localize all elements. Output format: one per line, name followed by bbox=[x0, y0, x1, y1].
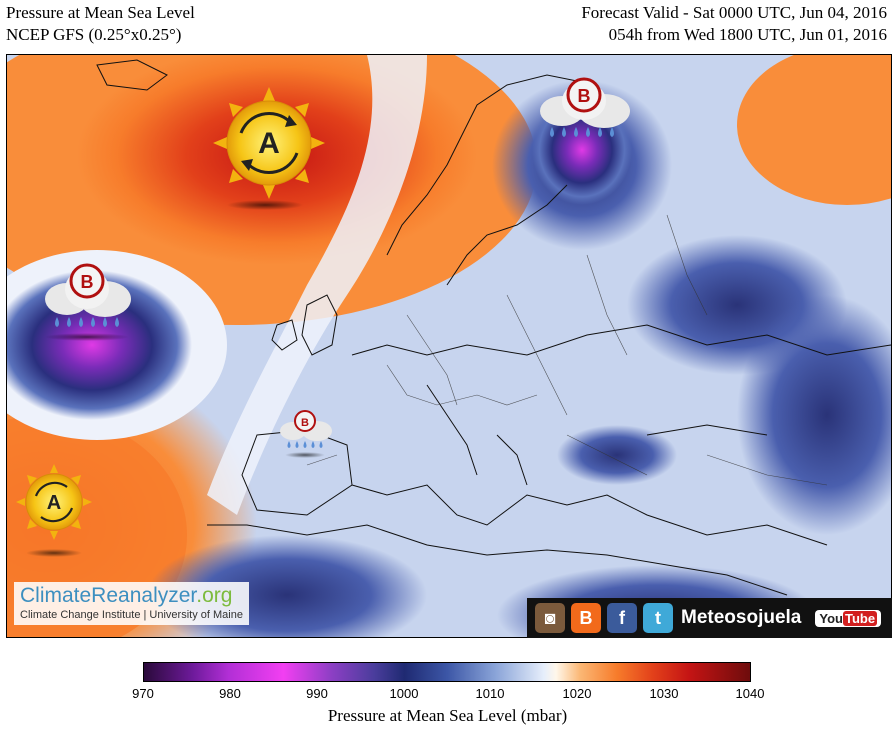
pressure-colorbar bbox=[143, 662, 751, 682]
colorbar-tick: 980 bbox=[219, 686, 241, 701]
watermark-brand-name: ClimateReanalyzer bbox=[20, 584, 197, 607]
watermark-subtitle: Climate Change Institute | University of… bbox=[20, 609, 243, 621]
colorbar-tick: 1010 bbox=[475, 686, 505, 701]
colorbar-tick: 970 bbox=[132, 686, 154, 701]
high-label-a-azores: A bbox=[47, 492, 61, 514]
low-pressure-symbol: B bbox=[45, 263, 131, 341]
blogger-icon[interactable]: B bbox=[571, 603, 601, 633]
borders bbox=[306, 214, 828, 486]
twitter-icon[interactable]: t bbox=[643, 603, 673, 633]
colorbar-tick: 990 bbox=[306, 686, 328, 701]
high-pressure-symbol: A bbox=[213, 87, 325, 210]
colorbar-title: Pressure at Mean Sea Level (mbar) bbox=[327, 706, 568, 725]
low-pressure-symbol-scandinavia: B bbox=[540, 77, 630, 137]
coastlines bbox=[96, 59, 891, 596]
climatereanalyzer-watermark: ClimateReanalyzer.org Climate Change Ins… bbox=[14, 582, 249, 625]
pressure-field: A A bbox=[7, 55, 891, 637]
model-name: NCEP GFS (0.25°x0.25°) bbox=[6, 25, 182, 44]
colorbar-tick: 1000 bbox=[389, 686, 419, 701]
colorbar-tick: 1030 bbox=[649, 686, 679, 701]
facebook-icon[interactable]: f bbox=[607, 603, 637, 633]
youtube-text-a: You bbox=[819, 610, 843, 626]
forecast-run: 054h from Wed 1800 UTC, Jun 01, 2016 bbox=[608, 25, 887, 44]
low-label-b: B bbox=[81, 272, 94, 292]
low-pressure-symbol-iberia: B bbox=[280, 410, 332, 458]
map-title-block: Pressure at Mean Sea Level NCEP GFS (0.2… bbox=[6, 2, 195, 46]
high-pressure-symbol-azores: A bbox=[16, 464, 92, 557]
watermark-brand: ClimateReanalyzer.org bbox=[20, 584, 243, 608]
pressure-map: A A bbox=[6, 54, 892, 638]
colorbar-tick: 1020 bbox=[562, 686, 592, 701]
youtube-text-b: Tube bbox=[842, 610, 878, 626]
colorbar-tick: 1040 bbox=[735, 686, 765, 701]
youtube-icon[interactable]: You Tube bbox=[815, 609, 882, 627]
forecast-time-block: Forecast Valid - Sat 0000 UTC, Jun 04, 2… bbox=[581, 2, 887, 46]
forecast-valid: Forecast Valid - Sat 0000 UTC, Jun 04, 2… bbox=[581, 3, 887, 22]
social-bar: ◙ B f t Meteosojuela You Tube bbox=[527, 598, 892, 638]
low-label-b-scandinavia: B bbox=[578, 86, 591, 106]
map-title: Pressure at Mean Sea Level bbox=[6, 3, 195, 22]
watermark-brand-tld: .org bbox=[196, 584, 233, 607]
social-handle: Meteosojuela bbox=[681, 607, 802, 628]
instagram-icon[interactable]: ◙ bbox=[535, 603, 565, 633]
low-label-b-iberia: B bbox=[301, 417, 309, 429]
high-label-a: A bbox=[258, 127, 280, 160]
